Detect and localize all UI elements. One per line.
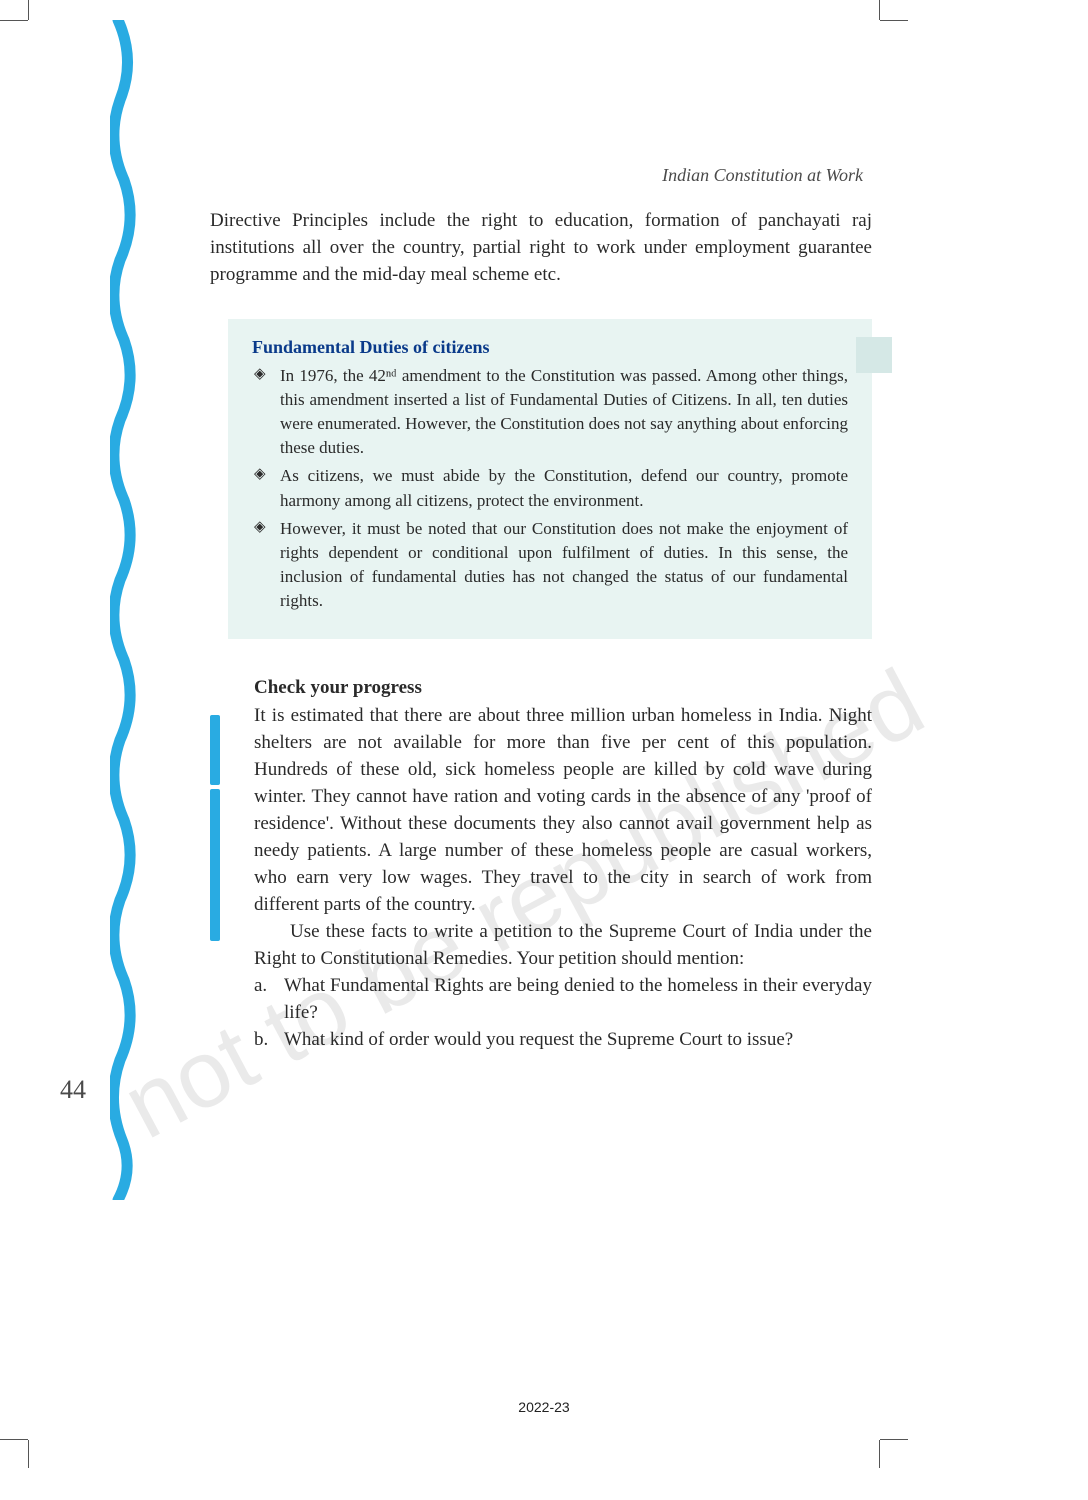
progress-question-a: a.What Fundamental Rights are being deni… [284, 973, 872, 1027]
accent-bar [210, 789, 220, 941]
page-content: Directive Principles include the right t… [210, 208, 872, 1054]
duties-box-title: Fundamental Duties of citizens [252, 337, 848, 358]
progress-title: Check your progress [254, 677, 872, 699]
duties-item: In 1976, the 42ⁿᵈ amendment to the Const… [252, 364, 848, 461]
progress-paragraph-1: It is estimated that there are about thr… [254, 703, 872, 919]
fundamental-duties-box: Fundamental Duties of citizens In 1976, … [228, 319, 872, 639]
intro-paragraph: Directive Principles include the right t… [210, 208, 872, 289]
duties-item: As citizens, we must abide by the Consti… [252, 464, 848, 512]
side-wave-decoration [110, 20, 140, 1200]
progress-question-b: b.What kind of order would you request t… [284, 1027, 872, 1054]
box-tab-decoration [856, 337, 892, 373]
progress-paragraph-2: Use these facts to write a petition to t… [254, 919, 872, 973]
duties-item: However, it must be noted that our Const… [252, 517, 848, 614]
running-header: Indian Constitution at Work [662, 165, 863, 186]
check-progress-section: Check your progress It is estimated that… [254, 677, 872, 1054]
page-number: 44 [60, 1075, 86, 1105]
progress-questions: a.What Fundamental Rights are being deni… [284, 973, 872, 1054]
footer-year: 2022-23 [518, 1399, 569, 1415]
accent-bar [210, 715, 220, 785]
duties-list: In 1976, the 42ⁿᵈ amendment to the Const… [252, 364, 848, 613]
